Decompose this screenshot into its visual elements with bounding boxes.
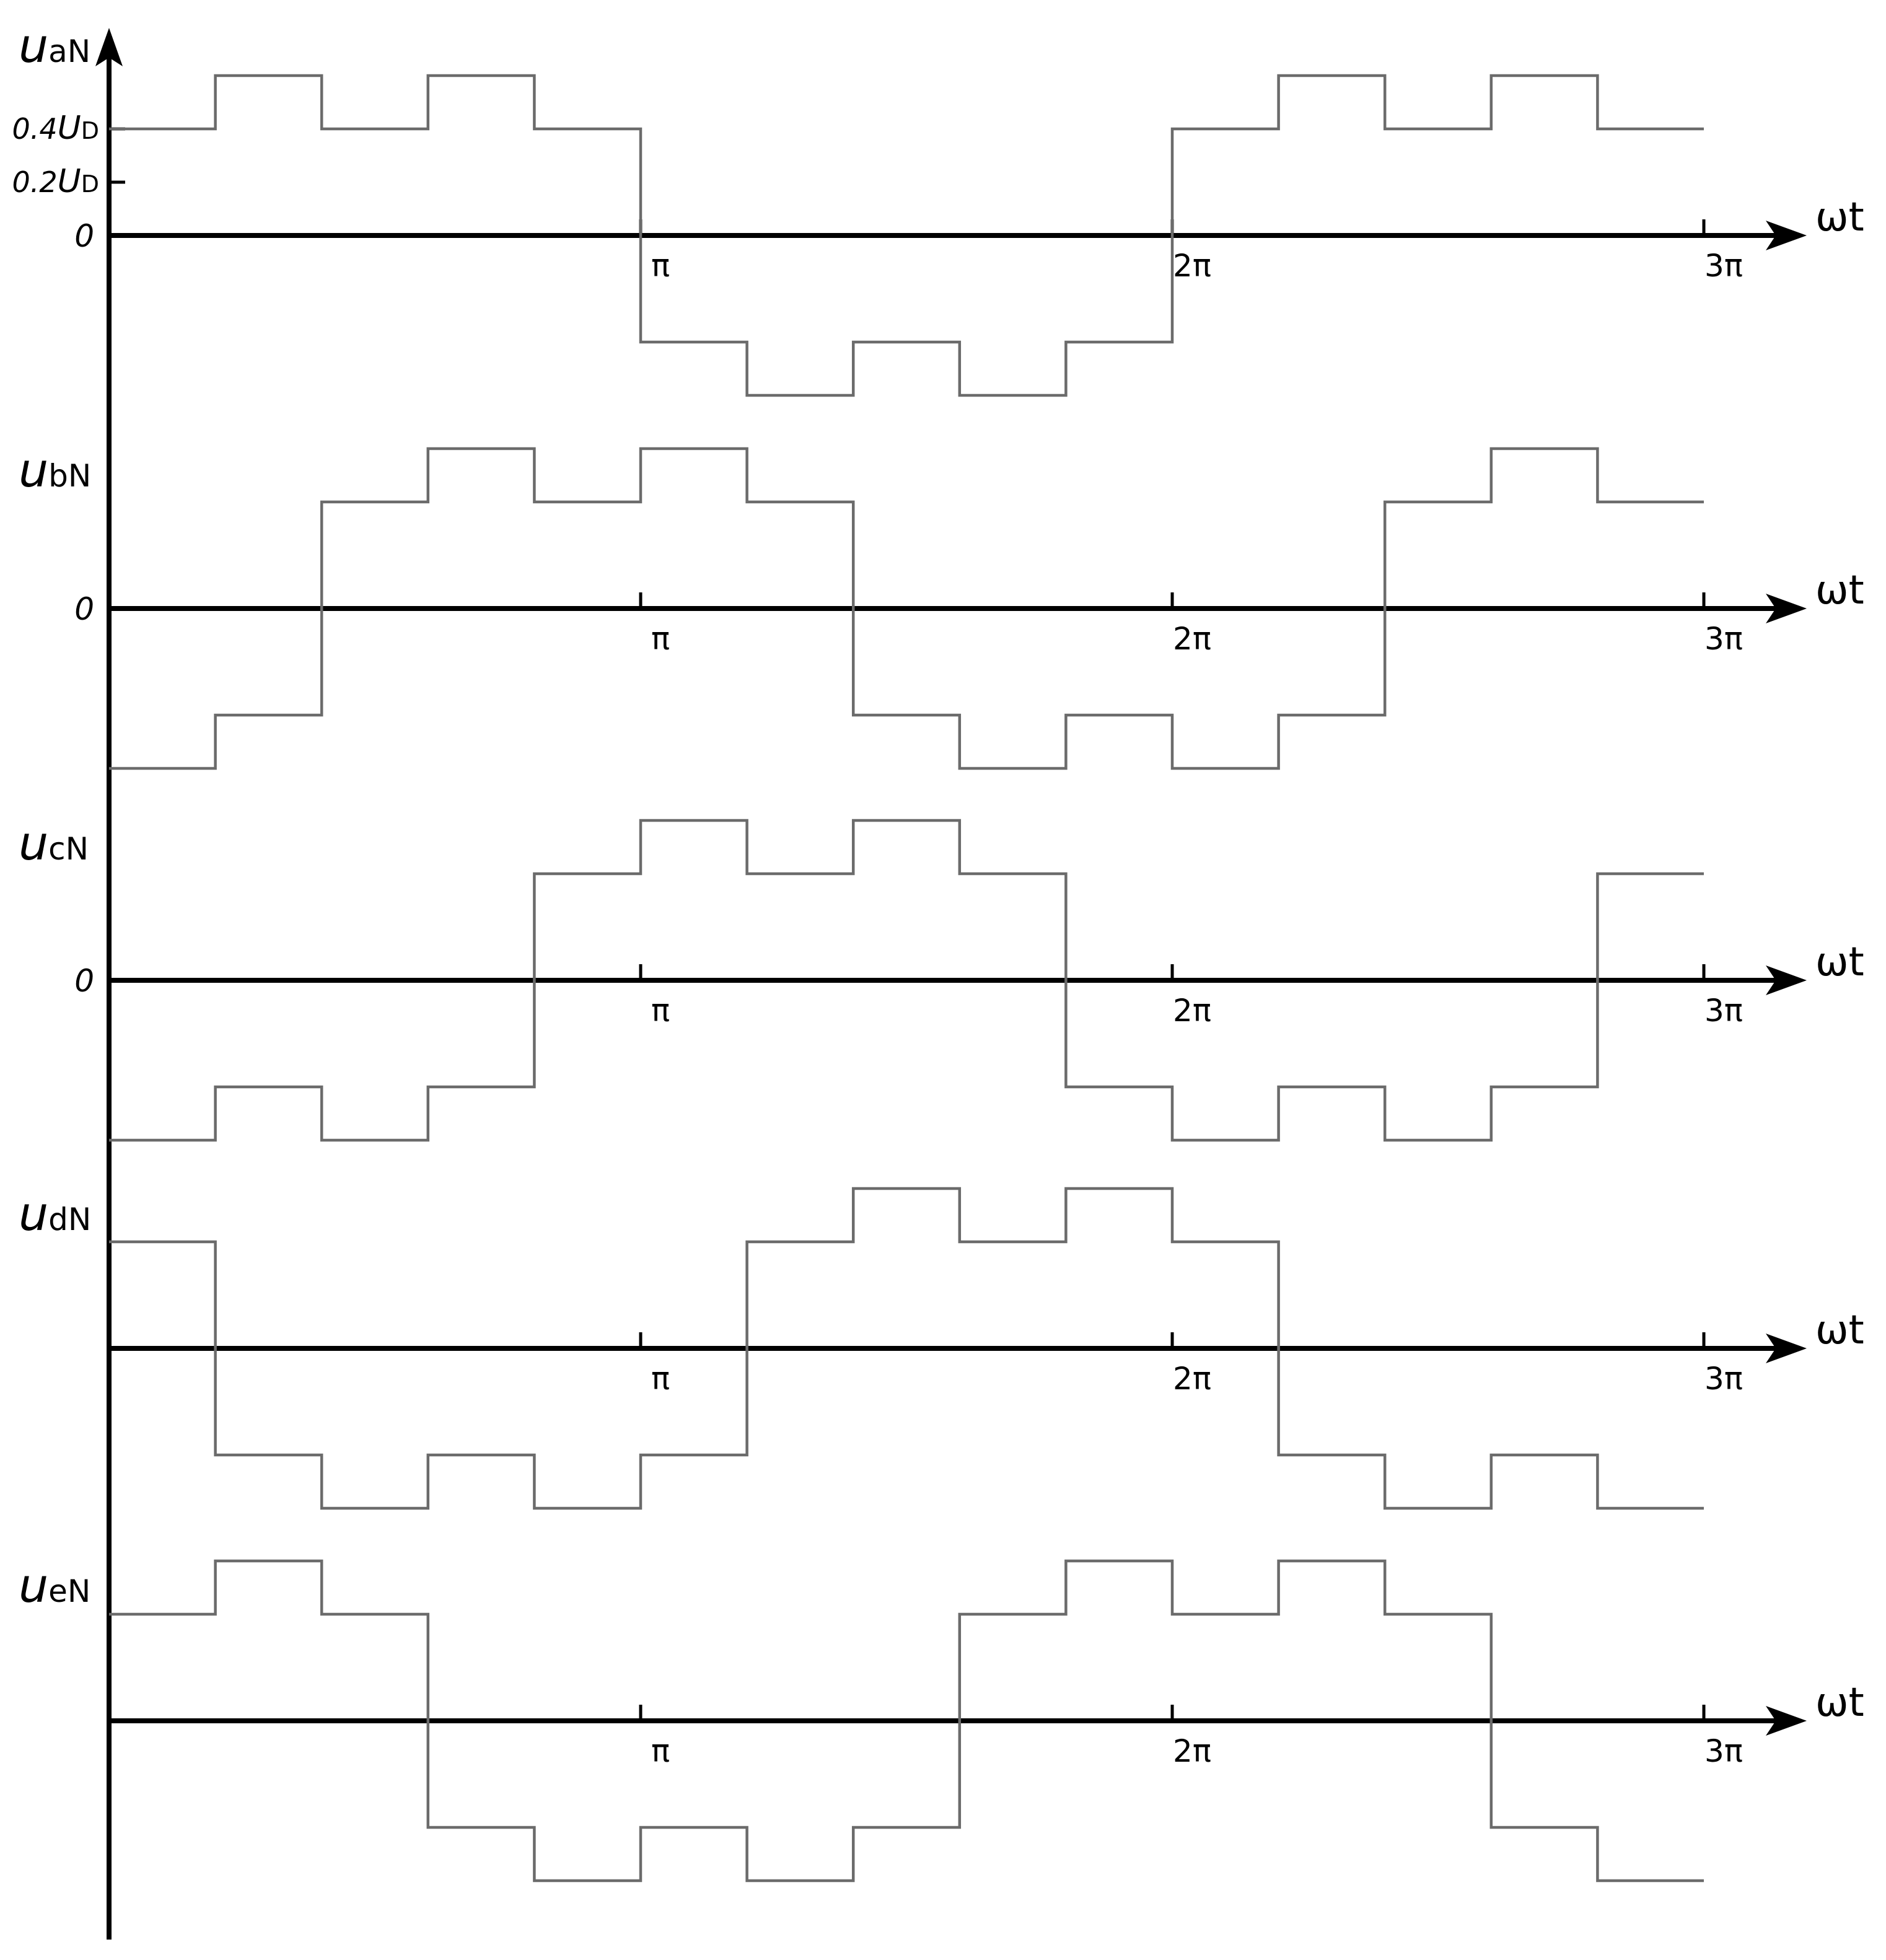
series-label: uaN	[19, 18, 90, 73]
x-tick-label: π	[651, 1361, 670, 1397]
x-axis-arrowhead	[1766, 594, 1807, 623]
x-tick-label: 3π	[1704, 1733, 1743, 1769]
x-axis-label: ωt	[1815, 195, 1864, 240]
waveform-panels: ωt π 2π 3π 0 0.4UD 0.2UD uaN ωt π 2π 3π 0 ubN ωt π 2π 3π 0…	[12, 18, 1864, 1883]
x-tick-label: 3π	[1704, 993, 1743, 1029]
vertical-axis	[95, 28, 123, 1940]
x-tick-label: 3π	[1704, 248, 1743, 284]
x-axis-label: ωt	[1815, 1680, 1864, 1726]
panel-dN: ωt π 2π 3π udN	[19, 1186, 1864, 1510]
waveform-cN	[109, 819, 1704, 1142]
x-tick-label: 2π	[1173, 1361, 1211, 1397]
x-tick-label: 3π	[1704, 1361, 1743, 1397]
panel-cN: ωt π 2π 3π 0 ucN	[19, 815, 1864, 1142]
waveform-eN	[109, 1559, 1704, 1883]
waveform-bN	[109, 447, 1704, 770]
panel-aN: ωt π 2π 3π 0 0.4UD 0.2UD uaN	[12, 18, 1864, 397]
y-tick-label: 0.2UD	[12, 163, 99, 200]
x-tick-label: π	[651, 993, 670, 1029]
waveform-aN	[109, 74, 1704, 397]
zero-label: 0	[74, 218, 94, 254]
x-axis-label: ωt	[1815, 939, 1864, 985]
x-tick-label: π	[651, 248, 670, 284]
x-tick-label: 3π	[1704, 621, 1743, 657]
x-tick-label: 2π	[1173, 621, 1211, 657]
vertical-axis-arrowhead	[95, 28, 123, 66]
x-tick-label: 2π	[1173, 993, 1211, 1029]
zero-label: 0	[74, 963, 94, 999]
x-axis-label: ωt	[1815, 568, 1864, 613]
x-axis-arrowhead	[1766, 1706, 1807, 1736]
x-axis-arrowhead	[1766, 221, 1807, 250]
x-tick-label: 2π	[1173, 248, 1211, 284]
zero-label: 0	[74, 591, 94, 627]
x-tick-label: π	[651, 1733, 670, 1769]
series-label: ucN	[19, 815, 89, 871]
y-tick-label: 0.4UD	[12, 110, 99, 147]
panel-eN: ωt π 2π 3π ueN	[19, 1558, 1864, 1883]
series-label: ubN	[19, 442, 91, 498]
x-axis-arrowhead	[1766, 1334, 1807, 1363]
x-tick-label: π	[651, 621, 670, 657]
x-tick-label: 2π	[1173, 1733, 1211, 1769]
waveform-dN	[109, 1187, 1704, 1510]
x-axis-label: ωt	[1815, 1307, 1864, 1353]
series-label: udN	[19, 1186, 91, 1241]
series-label: ueN	[19, 1558, 90, 1613]
x-axis-arrowhead	[1766, 965, 1807, 995]
panel-bN: ωt π 2π 3π 0 ubN	[19, 442, 1864, 770]
